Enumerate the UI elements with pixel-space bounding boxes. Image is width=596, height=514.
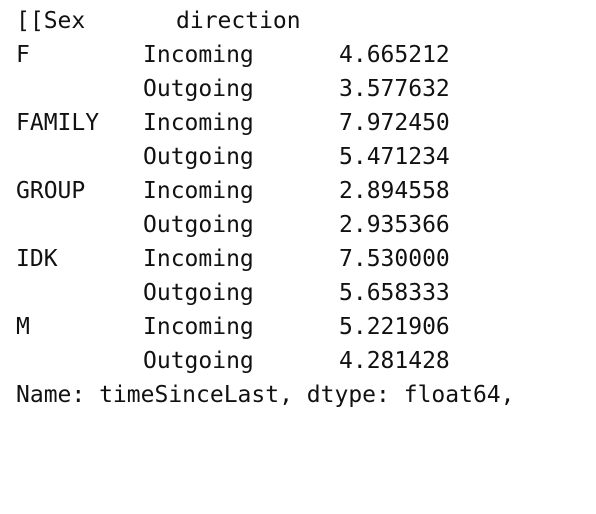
direction-cell: Incoming <box>143 178 254 204</box>
console-output: [[Sex direction F Incoming 4.665212 Outg… <box>16 4 592 412</box>
value-cell: 7.530000 <box>339 246 450 272</box>
table-row: FAMILY Incoming 7.972450 <box>16 106 592 140</box>
sex-cell: IDK <box>16 246 58 272</box>
index-name: [[Sex <box>16 8 86 34</box>
direction-cell: Incoming <box>143 42 254 68</box>
table-row: F Incoming 4.665212 <box>16 38 592 72</box>
value-cell: 5.221906 <box>339 314 450 340</box>
table-row: GROUP Incoming 2.894558 <box>16 174 592 208</box>
table-row: Outgoing 5.471234 <box>16 140 592 174</box>
value-cell: 7.972450 <box>339 110 450 136</box>
value-cell: 4.281428 <box>339 348 450 374</box>
sex-cell: FAMILY <box>16 110 100 136</box>
value-cell: 2.894558 <box>339 178 450 204</box>
sex-cell: M <box>16 314 30 340</box>
column-name: direction <box>176 8 301 34</box>
table-row: Outgoing 3.577632 <box>16 72 592 106</box>
direction-cell: Outgoing <box>143 144 254 170</box>
table-row: Outgoing 4.281428 <box>16 344 592 378</box>
table-row: Outgoing 5.658333 <box>16 276 592 310</box>
value-cell: 5.658333 <box>339 280 450 306</box>
table-row: M Incoming 5.221906 <box>16 310 592 344</box>
table-row: Outgoing 2.935366 <box>16 208 592 242</box>
sex-cell: GROUP <box>16 178 86 204</box>
series-footer-text: Name: timeSinceLast, dtype: float64, <box>16 382 515 408</box>
direction-cell: Outgoing <box>143 348 254 374</box>
series-footer: Name: timeSinceLast, dtype: float64, <box>16 378 592 412</box>
direction-cell: Outgoing <box>143 76 254 102</box>
direction-cell: Incoming <box>143 314 254 340</box>
direction-cell: Outgoing <box>143 280 254 306</box>
sex-cell: F <box>16 42 30 68</box>
value-cell: 5.471234 <box>339 144 450 170</box>
value-cell: 4.665212 <box>339 42 450 68</box>
value-cell: 3.577632 <box>339 76 450 102</box>
direction-cell: Incoming <box>143 110 254 136</box>
table-row: IDK Incoming 7.530000 <box>16 242 592 276</box>
series-header: [[Sex direction <box>16 4 592 38</box>
direction-cell: Incoming <box>143 246 254 272</box>
value-cell: 2.935366 <box>339 212 450 238</box>
direction-cell: Outgoing <box>143 212 254 238</box>
